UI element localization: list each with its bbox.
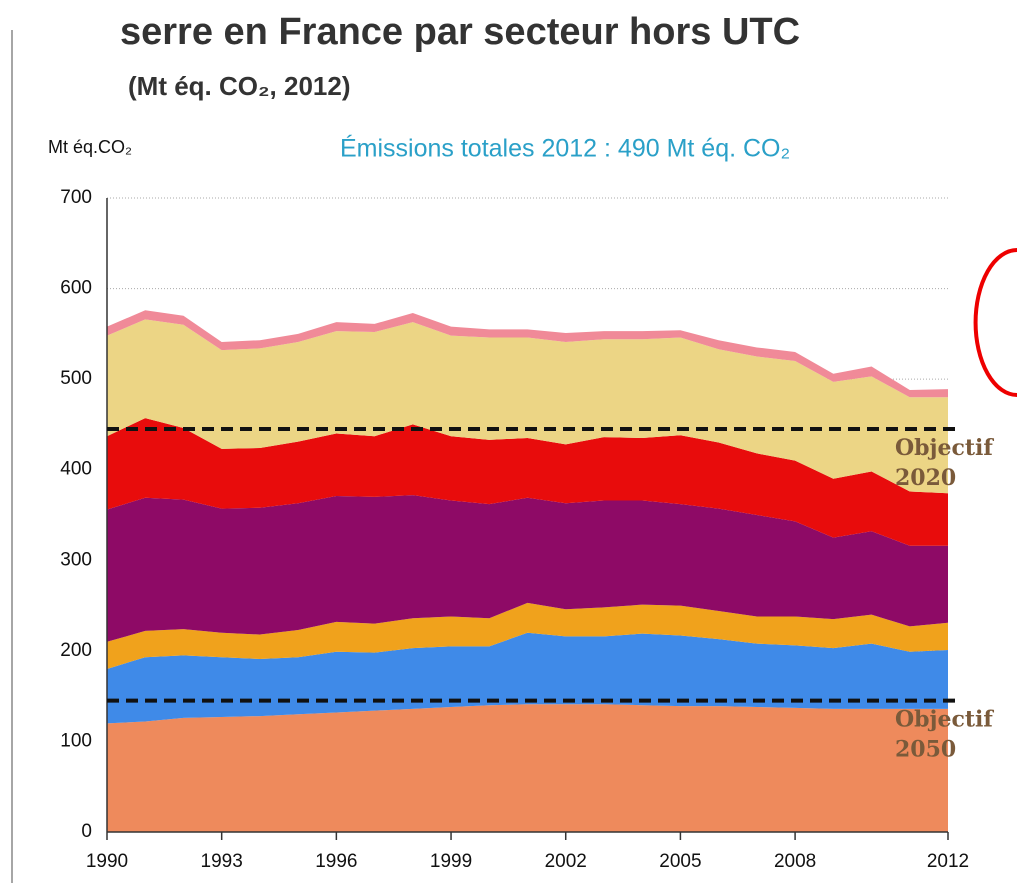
y-tick-label: 300: [60, 549, 92, 570]
y-tick-label: 600: [60, 278, 92, 299]
x-tick-label: 2002: [545, 851, 587, 872]
x-tick-label: 1993: [201, 851, 243, 872]
y-tick-label: 500: [60, 368, 92, 389]
y-tick-label: 400: [60, 459, 92, 480]
area: [107, 495, 948, 642]
x-tick-label: 2008: [774, 851, 816, 872]
y-tick-label: 0: [81, 821, 92, 842]
reference-label: 2050: [895, 737, 956, 763]
reference-label: Objectif: [895, 435, 994, 461]
y-tick-label: 200: [60, 640, 92, 661]
y-tick-label: 700: [60, 187, 92, 208]
y-tick-label: 100: [60, 730, 92, 751]
area: [107, 310, 948, 398]
x-tick-label: 2012: [927, 851, 969, 872]
x-tick-label: 1999: [430, 851, 472, 872]
area: [107, 602, 948, 669]
area: [107, 418, 948, 546]
red-circle: [973, 248, 1017, 397]
area: [107, 704, 948, 832]
x-tick-label: 1996: [315, 851, 357, 872]
annotation: Émissions totales 2012 : 490 Mt éq. CO₂: [340, 134, 790, 163]
area: [107, 319, 948, 494]
chart-subtitle: (Mt éq. CO₂, 2012): [128, 71, 351, 101]
y-axis-label: Mt éq.CO₂: [48, 137, 132, 157]
chart-title: serre en France par secteur hors UTC: [120, 11, 800, 53]
reference-label: 2020: [895, 465, 956, 491]
x-tick-label: 1990: [86, 851, 128, 872]
reference-label: Objectif: [895, 707, 994, 733]
x-tick-label: 2005: [659, 851, 701, 872]
